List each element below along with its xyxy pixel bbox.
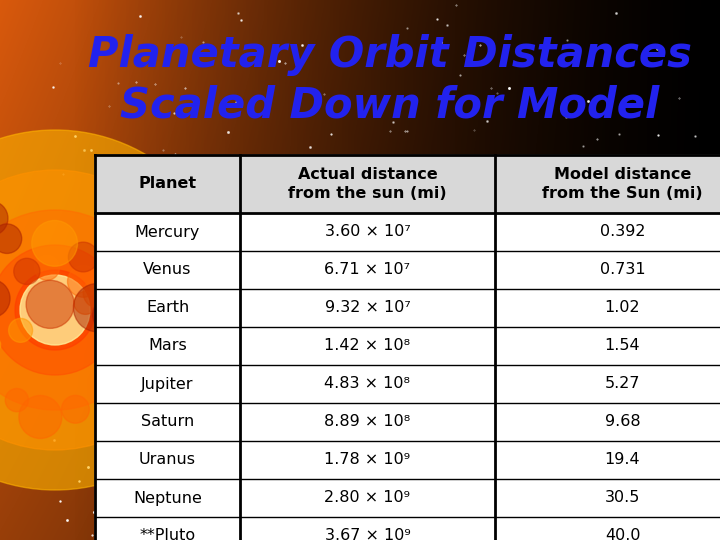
Text: 3.60 × 10⁷: 3.60 × 10⁷	[325, 225, 410, 240]
Bar	[95, 155, 720, 213]
Circle shape	[5, 388, 29, 411]
Circle shape	[102, 356, 129, 382]
Text: 5.27: 5.27	[605, 376, 640, 392]
Circle shape	[0, 210, 155, 410]
Circle shape	[20, 275, 90, 345]
Text: 19.4: 19.4	[605, 453, 640, 468]
Text: Mars: Mars	[148, 339, 187, 354]
Circle shape	[74, 292, 97, 314]
Text: **Pluto: **Pluto	[140, 529, 196, 540]
Circle shape	[672, 272, 692, 292]
Circle shape	[120, 284, 148, 313]
Circle shape	[61, 395, 89, 423]
Text: 3.67 × 10⁹: 3.67 × 10⁹	[325, 529, 410, 540]
Bar	[95, 213, 720, 251]
Bar	[95, 289, 720, 327]
Text: 0.392: 0.392	[600, 225, 645, 240]
Circle shape	[68, 266, 99, 298]
Circle shape	[111, 186, 157, 232]
Circle shape	[0, 201, 8, 235]
Circle shape	[0, 224, 22, 253]
Text: 9.32 × 10⁷: 9.32 × 10⁷	[325, 300, 410, 315]
Circle shape	[92, 299, 124, 331]
Bar	[95, 327, 720, 365]
Text: 1.54: 1.54	[605, 339, 640, 354]
Circle shape	[14, 258, 40, 285]
Text: 4.83 × 10⁸: 4.83 × 10⁸	[325, 376, 410, 392]
Circle shape	[103, 215, 130, 242]
Circle shape	[83, 278, 114, 308]
Circle shape	[19, 395, 62, 438]
Bar	[95, 517, 720, 540]
Circle shape	[35, 255, 60, 280]
Circle shape	[68, 242, 98, 272]
Circle shape	[120, 240, 153, 274]
Bar	[95, 365, 720, 403]
Bar	[95, 441, 720, 479]
Text: 0.731: 0.731	[600, 262, 645, 278]
Circle shape	[0, 170, 195, 450]
Text: Mercury: Mercury	[135, 225, 200, 240]
Circle shape	[73, 284, 122, 332]
Text: Actual distance
from the sun (mi): Actual distance from the sun (mi)	[288, 167, 447, 201]
Circle shape	[9, 319, 32, 342]
Circle shape	[0, 130, 235, 490]
Bar	[95, 479, 720, 517]
Text: 8.89 × 10⁸: 8.89 × 10⁸	[325, 415, 410, 429]
Text: 1.78 × 10⁹: 1.78 × 10⁹	[325, 453, 410, 468]
Bar	[95, 251, 720, 289]
Text: 40.0: 40.0	[605, 529, 640, 540]
Bar	[95, 403, 720, 441]
Circle shape	[32, 220, 78, 266]
Bar	[95, 155, 720, 540]
Text: 6.71 × 10⁷: 6.71 × 10⁷	[325, 262, 410, 278]
Text: 2.80 × 10⁹: 2.80 × 10⁹	[325, 490, 410, 505]
Circle shape	[26, 280, 74, 328]
Circle shape	[107, 258, 136, 287]
Text: 1.42 × 10⁸: 1.42 × 10⁸	[325, 339, 410, 354]
Text: Planet: Planet	[138, 177, 197, 192]
Text: Venus: Venus	[143, 262, 192, 278]
Circle shape	[662, 262, 718, 318]
Text: 30.5: 30.5	[605, 490, 640, 505]
Text: Saturn: Saturn	[141, 415, 194, 429]
Text: 9.68: 9.68	[605, 415, 640, 429]
Text: 1.02: 1.02	[605, 300, 640, 315]
Circle shape	[0, 245, 120, 375]
Circle shape	[0, 279, 10, 318]
Circle shape	[15, 270, 95, 350]
Text: Neptune: Neptune	[133, 490, 202, 505]
Text: Model distance
from the Sun (mi): Model distance from the Sun (mi)	[542, 167, 703, 201]
Text: Planetary Orbit Distances: Planetary Orbit Distances	[88, 34, 692, 76]
Circle shape	[119, 233, 153, 268]
Text: Uranus: Uranus	[139, 453, 196, 468]
Circle shape	[112, 237, 153, 279]
Text: Earth: Earth	[146, 300, 189, 315]
Text: Scaled Down for Model: Scaled Down for Model	[120, 84, 660, 126]
Text: Jupiter: Jupiter	[141, 376, 194, 392]
